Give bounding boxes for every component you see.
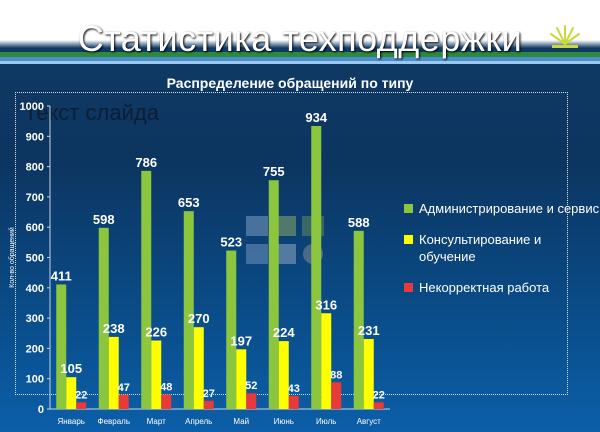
bar	[363, 339, 374, 409]
data-label: 231	[358, 323, 380, 338]
data-label: 588	[348, 215, 370, 230]
x-tick-label: Июль	[316, 417, 336, 426]
data-label: 934	[305, 110, 327, 125]
bullet-text: Текст слайда	[24, 100, 159, 125]
bar	[66, 377, 77, 409]
y-tick-label: 700	[26, 192, 44, 204]
data-label: 224	[273, 325, 295, 340]
y-tick-label: 600	[26, 222, 44, 234]
insert-clipart-icon	[274, 244, 296, 264]
bar	[203, 400, 214, 409]
bar	[331, 382, 342, 409]
y-axis-title: Кол-во обращений	[8, 227, 16, 288]
data-label: 88	[330, 369, 342, 381]
bar	[311, 125, 322, 410]
legend-label: Консультирование и обучение	[419, 232, 542, 264]
bar	[353, 230, 364, 409]
data-label: 52	[245, 380, 257, 392]
data-label: 22	[373, 389, 385, 401]
y-tick-label: 400	[26, 283, 44, 295]
data-label: 238	[103, 321, 125, 336]
data-label: 197	[230, 333, 252, 348]
bar	[246, 393, 257, 409]
legend-item: Консультирование и обучение	[404, 231, 600, 265]
x-tick-label: Май	[233, 417, 249, 426]
y-tick-label: 300	[26, 313, 44, 325]
data-label: 316	[315, 297, 337, 312]
y-tick-label: 1000	[20, 101, 44, 113]
x-tick-label: Март	[147, 417, 166, 426]
bar	[151, 340, 162, 409]
bar	[108, 336, 119, 409]
bar	[226, 250, 237, 409]
chart-title: Распределение обращений по типу	[166, 75, 414, 91]
data-label: 48	[160, 381, 172, 393]
bar	[321, 313, 332, 409]
bar	[268, 180, 279, 409]
data-label: 27	[203, 388, 215, 400]
chart-legend: Администрирование и сервис Консультирова…	[404, 200, 600, 310]
bar	[288, 395, 299, 409]
y-tick-label: 0	[38, 404, 44, 416]
insert-chart-icon	[274, 216, 296, 236]
data-label: 598	[93, 212, 115, 227]
data-label: 270	[188, 311, 210, 326]
data-label: 411	[51, 268, 72, 283]
y-tick-label: 800	[26, 162, 44, 174]
bar	[278, 341, 289, 409]
bar	[76, 402, 87, 409]
bar	[161, 394, 172, 409]
legend-label: Некорректная работа	[419, 280, 550, 295]
bar	[373, 402, 384, 409]
legend-swatch	[404, 283, 413, 292]
data-label: 755	[263, 164, 285, 179]
data-label: 523	[220, 235, 242, 250]
y-tick-label: 100	[26, 374, 44, 386]
y-tick-label: 500	[26, 253, 44, 265]
data-label: 653	[178, 195, 200, 210]
legend-swatch	[404, 204, 413, 213]
header-stripe-lightblue	[0, 61, 600, 64]
data-label: 47	[118, 382, 130, 394]
y-tick-label: 200	[26, 343, 44, 355]
slide-title: Статистика техподдержки	[77, 18, 523, 59]
legend-item: Администрирование и сервис	[404, 200, 600, 217]
bar	[236, 349, 247, 409]
bar	[56, 284, 67, 409]
bar	[118, 394, 129, 409]
bar	[193, 327, 204, 409]
logo-icon	[550, 25, 580, 48]
x-tick-label: Январь	[58, 417, 85, 426]
data-label: 105	[60, 361, 82, 376]
bar	[98, 227, 109, 409]
data-label: 786	[135, 155, 157, 170]
x-tick-label: Август	[357, 417, 381, 426]
legend-swatch	[404, 235, 413, 244]
header-stripe-green	[0, 52, 600, 57]
content-placeholder-frame[interactable]	[15, 92, 568, 395]
data-label: 226	[145, 325, 167, 340]
bar	[183, 211, 194, 409]
legend-label: Администрирование и сервис	[419, 201, 600, 216]
insert-table-icon	[246, 216, 268, 236]
insert-picture-icon	[246, 244, 268, 264]
y-tick-label: 900	[26, 131, 44, 143]
x-tick-label: Апрель	[185, 417, 212, 426]
data-label: 22	[75, 389, 87, 401]
x-tick-label: Февраль	[97, 417, 130, 426]
header-stripe-blue	[0, 57, 600, 61]
x-tick-label: Июнь	[274, 417, 294, 426]
legend-item: Некорректная работа	[404, 279, 600, 296]
data-label: 43	[288, 383, 300, 395]
bar	[141, 170, 152, 409]
